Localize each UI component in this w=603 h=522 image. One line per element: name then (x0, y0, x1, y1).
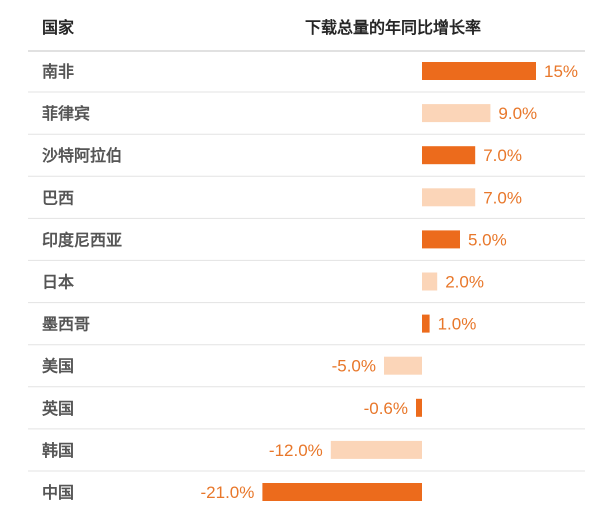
value-label: 7.0% (483, 146, 522, 165)
chart-rows: 南非 15% 菲律宾 9.0% 沙特阿拉伯 7.0% 巴西 7.0% 印度尼西亚 5.0% 日本 2.… (28, 62, 585, 502)
row-label: 英国 (41, 399, 74, 418)
row-label: 菲律宾 (42, 104, 90, 123)
value-label: 7.0% (483, 188, 522, 207)
row-label: 墨西哥 (42, 315, 90, 334)
row-label: 印度尼西亚 (42, 230, 122, 249)
bar (416, 398, 422, 417)
column-header-metric: 下载总量的年同比增长率 (305, 18, 481, 37)
row-label: 沙特阿拉伯 (42, 146, 122, 165)
bar (422, 230, 460, 249)
bar (422, 272, 438, 291)
bar (262, 483, 422, 501)
row-label: 中国 (42, 483, 74, 502)
row-label: 日本 (42, 273, 74, 292)
bar (422, 146, 476, 165)
value-label: -21.0% (201, 483, 255, 502)
row-label: 美国 (42, 357, 74, 376)
bar (422, 188, 476, 207)
value-label: 1.0% (438, 315, 477, 334)
bar (422, 62, 536, 80)
value-label: 9.0% (498, 104, 537, 123)
value-label: 5.0% (468, 230, 507, 249)
row-label: 韩国 (42, 441, 74, 460)
column-header-country: 国家 (42, 18, 75, 37)
bar (422, 104, 491, 123)
bar (422, 314, 430, 333)
row-label: 巴西 (42, 188, 74, 207)
value-label: -12.0% (269, 441, 323, 460)
bar (330, 440, 422, 459)
value-label: 15% (544, 62, 578, 81)
bar (384, 356, 422, 375)
row-label: 南非 (42, 62, 74, 81)
value-label: -0.6% (364, 399, 408, 418)
value-label: -5.0% (332, 357, 376, 376)
value-label: 2.0% (445, 273, 484, 292)
